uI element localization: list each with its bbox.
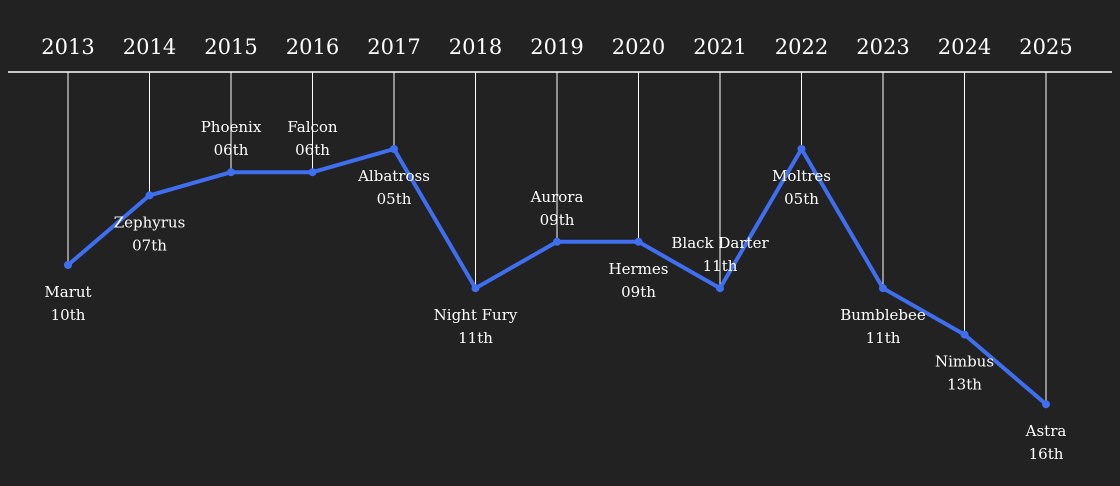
team-name-label: Aurora — [530, 188, 584, 206]
rank-label: 09th — [621, 283, 656, 301]
data-point — [471, 284, 480, 293]
team-name-label: Hermes — [609, 260, 669, 278]
rank-label: 06th — [214, 141, 249, 159]
rank-label: 07th — [132, 236, 167, 254]
year-label: 2016 — [286, 35, 339, 59]
team-name-label: Bumblebee — [840, 306, 926, 324]
team-name-label: Phoenix — [201, 118, 262, 136]
data-point — [227, 168, 235, 177]
data-point — [716, 284, 724, 293]
team-name-label: Night Fury — [434, 306, 518, 324]
rank-label: 16th — [1029, 445, 1064, 463]
year-label: 2020 — [612, 35, 665, 59]
rank-label: 11th — [458, 329, 493, 347]
team-name-label: Falcon — [287, 118, 338, 136]
data-point — [960, 330, 969, 339]
data-point — [64, 261, 72, 269]
data-point — [390, 145, 398, 153]
data-point — [634, 237, 643, 246]
year-label: 2023 — [856, 35, 909, 59]
year-label: 2018 — [449, 35, 502, 59]
data-point — [553, 237, 561, 246]
team-name-label: Moltres — [772, 167, 831, 185]
year-label: 2021 — [693, 35, 746, 59]
year-label: 2013 — [41, 35, 94, 59]
data-point — [797, 145, 806, 153]
team-name-label: Astra — [1025, 422, 1067, 440]
year-label: 2025 — [1019, 35, 1072, 59]
rank-label: 11th — [703, 257, 738, 275]
rank-label: 05th — [377, 190, 412, 208]
year-label: 2017 — [367, 35, 420, 59]
year-label: 2019 — [530, 35, 583, 59]
year-label: 2014 — [123, 35, 176, 59]
team-name-label: Zephyrus — [114, 213, 186, 231]
data-point — [308, 168, 317, 177]
year-label: 2015 — [204, 35, 257, 59]
team-name-label: Marut — [44, 283, 91, 301]
rank-label: 13th — [947, 376, 982, 394]
rank-label: 11th — [866, 329, 901, 347]
year-label: 2022 — [775, 35, 828, 59]
team-name-label: Albatross — [357, 167, 430, 185]
team-name-label: Black Darter — [671, 234, 769, 252]
data-point — [879, 284, 887, 293]
rank-label: 09th — [540, 211, 575, 229]
rank-label: 10th — [51, 306, 86, 324]
data-point — [145, 191, 154, 200]
rank-label: 05th — [784, 190, 819, 208]
year-label: 2024 — [938, 35, 991, 59]
data-point — [1042, 400, 1050, 409]
rank-label: 06th — [295, 141, 330, 159]
team-name-label: Nimbus — [935, 353, 994, 371]
